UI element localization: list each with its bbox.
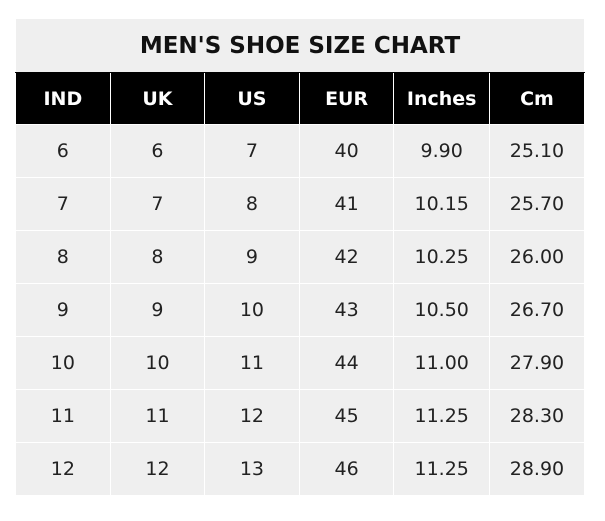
table-cell: 7: [15, 177, 111, 231]
table-cell: 25.10: [488, 124, 586, 178]
table-cell: 25.70: [488, 177, 586, 231]
column-header: Cm: [488, 72, 586, 125]
table-cell: 10: [15, 336, 111, 390]
table-cell: 10: [109, 336, 206, 390]
table-cell: 41: [298, 177, 395, 231]
table-row: 8 8 9 42 10.25 26.00: [15, 230, 586, 284]
table-cell: 40: [298, 124, 395, 178]
table-cell: 10.50: [393, 283, 490, 337]
table-cell: 44: [298, 336, 395, 390]
table-cell: 10: [204, 283, 300, 337]
table-cell: 9.90: [393, 124, 490, 178]
table-row: 11 11 12 45 11.25 28.30: [15, 389, 586, 443]
table-cell: 8: [15, 230, 111, 284]
table-cell: 28.90: [488, 442, 586, 496]
table-row: 10 10 11 44 11.00 27.90: [15, 336, 586, 390]
table-cell: 10.25: [393, 230, 490, 284]
table-cell: 8: [204, 177, 300, 231]
table-cell: 7: [204, 124, 300, 178]
table-cell: 26.70: [488, 283, 586, 337]
table-cell: 27.90: [488, 336, 586, 390]
table-cell: 11.25: [393, 442, 490, 496]
table-cell: 46: [298, 442, 395, 496]
table-cell: 7: [109, 177, 206, 231]
header-row: IND UK US EUR Inches Cm: [15, 72, 586, 125]
column-header: Inches: [393, 72, 490, 125]
table-row: 6 6 7 40 9.90 25.10: [15, 124, 586, 178]
table-cell: 6: [109, 124, 206, 178]
table-cell: 11: [109, 389, 206, 443]
column-header: US: [204, 72, 300, 125]
table-cell: 9: [204, 230, 300, 284]
table-cell: 9: [109, 283, 206, 337]
table-cell: 42: [298, 230, 395, 284]
chart-title: MEN'S SHOE SIZE CHART: [15, 18, 585, 73]
column-header: EUR: [298, 72, 395, 125]
table-cell: 6: [15, 124, 111, 178]
column-header: UK: [109, 72, 206, 125]
table-cell: 11: [15, 389, 111, 443]
size-chart-table: MEN'S SHOE SIZE CHART IND UK US EUR Inches Cm…: [15, 18, 586, 496]
table-cell: 11: [204, 336, 300, 390]
table-cell: 11.25: [393, 389, 490, 443]
table-cell: 12: [15, 442, 111, 496]
table-row: 12 12 13 46 11.25 28.90: [15, 442, 586, 496]
table-row: 9 9 10 43 10.50 26.70: [15, 283, 586, 337]
table-cell: 13: [204, 442, 300, 496]
table-cell: 11.00: [393, 336, 490, 390]
table-cell: 45: [298, 389, 395, 443]
table-cell: 43: [298, 283, 395, 337]
table-row: 7 7 8 41 10.15 25.70: [15, 177, 586, 231]
table-cell: 9: [15, 283, 111, 337]
column-header: IND: [15, 72, 111, 125]
table-cell: 12: [204, 389, 300, 443]
table-cell: 8: [109, 230, 206, 284]
table-cell: 28.30: [488, 389, 586, 443]
table-cell: 10.15: [393, 177, 490, 231]
table-cell: 12: [109, 442, 206, 496]
table-cell: 26.00: [488, 230, 586, 284]
